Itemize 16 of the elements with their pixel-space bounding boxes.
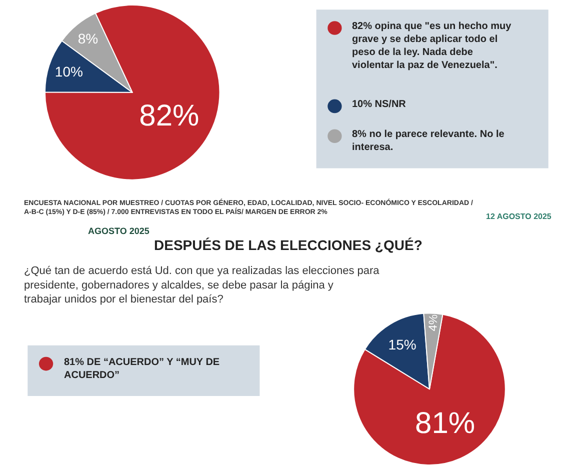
data-label: 15% [388, 336, 416, 353]
chart-subtitle: ¿Qué tan de acuerdo está Ud. con que ya realizadas las elecciones para presidente, gobernadores y alcaldes, se debe pasar la página y trabajar unidos por el bienestar del país? [24, 265, 380, 306]
data-label: 4% [426, 314, 440, 332]
pie-slice [44, 4, 220, 180]
legend-label: 8% no le parece relevante. No le interesa. [352, 129, 505, 153]
data-label: 8% [78, 30, 98, 46]
text: AGOSTO 2025 [88, 226, 150, 236]
text: 12 AGOSTO 2025 [486, 212, 552, 221]
chart-title: DESPUÉS DE LAS ELECCIONES ¿QUÉ? [154, 237, 422, 253]
legend-label: 82% opina que "es un hecho muy grave y se debe aplicar todo el peso de la ley. Nada debe violentar la paz de Venezuela". [352, 21, 512, 71]
data-label: 81% [415, 407, 476, 440]
data-label: 82% [139, 99, 200, 132]
pie-slice [353, 314, 506, 466]
legend-label: 10% NS/NR [352, 99, 407, 110]
data-label: 10% [54, 64, 83, 80]
legend-label: 81% DE “ACUERDO” Y “MUY DE ACUERDO” [64, 357, 220, 381]
